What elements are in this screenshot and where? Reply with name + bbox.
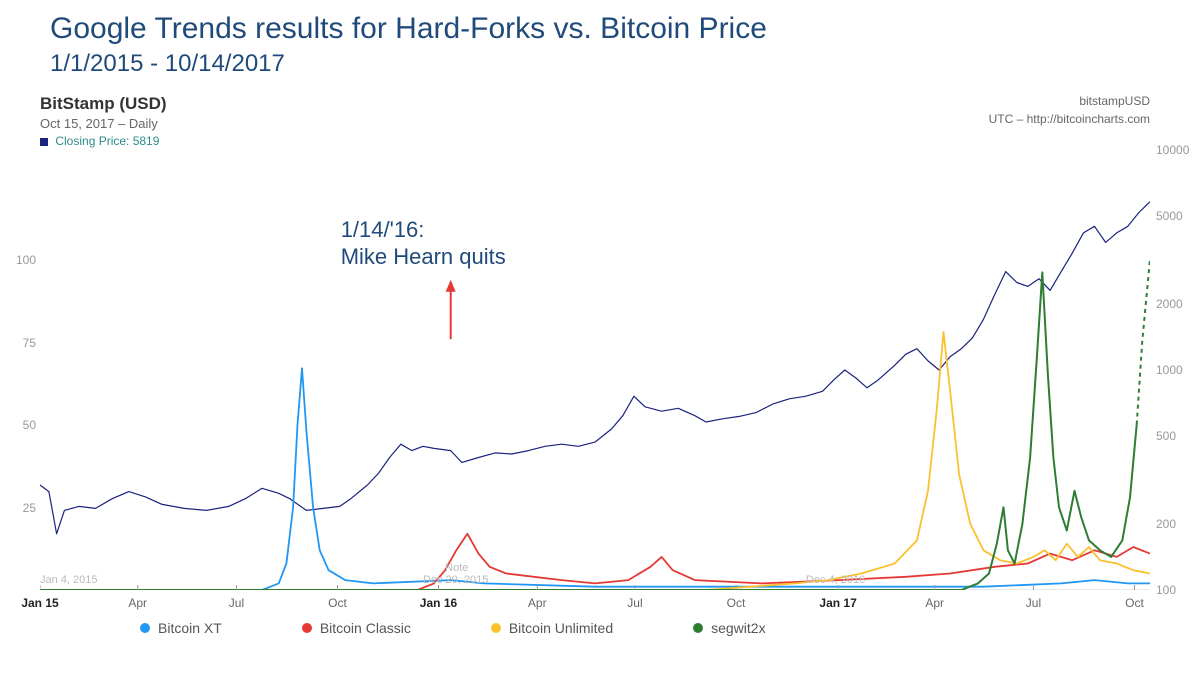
left-tick: 75 xyxy=(6,336,36,350)
x-tick: Oct xyxy=(727,596,746,610)
closing-price: Closing Price: 5819 xyxy=(40,134,159,148)
x-tick: Jul xyxy=(627,596,642,610)
legend-dot-icon xyxy=(302,623,312,633)
x-tick: Apr xyxy=(528,596,547,610)
page: Google Trends results for Hard-Forks vs.… xyxy=(0,0,1200,676)
legend-dot-icon xyxy=(140,623,150,633)
x-tick: Oct xyxy=(1125,596,1144,610)
legend-item: segwit2x xyxy=(693,620,765,636)
annotation-line1: 1/14/'16: xyxy=(341,216,506,244)
x-tick: Apr xyxy=(128,596,147,610)
legend: Bitcoin XT Bitcoin Classic Bitcoin Unlimit… xyxy=(140,620,766,636)
legend-label: segwit2x xyxy=(711,620,765,636)
legend-label: Bitcoin Classic xyxy=(320,620,411,636)
x-tick: Jan 16 xyxy=(420,596,457,610)
left-tick: 50 xyxy=(6,418,36,432)
legend-item: Bitcoin Unlimited xyxy=(491,620,613,636)
closing-price-marker-icon xyxy=(40,138,48,146)
note-label: Note xyxy=(445,562,468,574)
right-symbol: bitstampUSD xyxy=(1079,94,1150,108)
right-tick: 10000 xyxy=(1156,143,1200,157)
right-source: UTC – http://bitcoincharts.com xyxy=(989,112,1150,126)
legend-label: Bitcoin Unlimited xyxy=(509,620,613,636)
right-tick: 500 xyxy=(1156,429,1200,443)
right-tick: 100 xyxy=(1156,583,1200,597)
page-subtitle: 1/1/2015 - 10/14/2017 xyxy=(50,50,285,78)
right-tick: 1000 xyxy=(1156,363,1200,377)
x-tick: Jan 15 xyxy=(21,596,58,610)
closing-price-label: Closing Price: 5819 xyxy=(55,134,159,148)
faint-date: Dec 20, 2015 xyxy=(423,574,488,586)
legend-label: Bitcoin XT xyxy=(158,620,222,636)
x-tick: Jul xyxy=(1026,596,1041,610)
chart-svg xyxy=(40,150,1150,590)
x-tick: Oct xyxy=(328,596,347,610)
source-date: Oct 15, 2017 – Daily xyxy=(40,116,158,131)
legend-dot-icon xyxy=(693,623,703,633)
legend-item: Bitcoin Classic xyxy=(302,620,411,636)
faint-date: Dec 4, 2016 xyxy=(806,574,865,586)
x-tick: Jul xyxy=(229,596,244,610)
left-tick: 25 xyxy=(6,501,36,515)
legend-item: Bitcoin XT xyxy=(140,620,222,636)
x-tick: Apr xyxy=(925,596,944,610)
right-tick: 2000 xyxy=(1156,297,1200,311)
faint-date: Jan 4, 2015 xyxy=(40,574,98,586)
x-tick: Jan 17 xyxy=(819,596,856,610)
legend-dot-icon xyxy=(491,623,501,633)
left-tick: 100 xyxy=(6,253,36,267)
annotation-line2: Mike Hearn quits xyxy=(341,243,506,271)
page-title: Google Trends results for Hard-Forks vs.… xyxy=(50,12,767,46)
annotation: 1/14/'16: Mike Hearn quits xyxy=(341,216,506,271)
right-tick: 5000 xyxy=(1156,209,1200,223)
source-label: BitStamp (USD) xyxy=(40,94,167,114)
right-tick: 200 xyxy=(1156,517,1200,531)
